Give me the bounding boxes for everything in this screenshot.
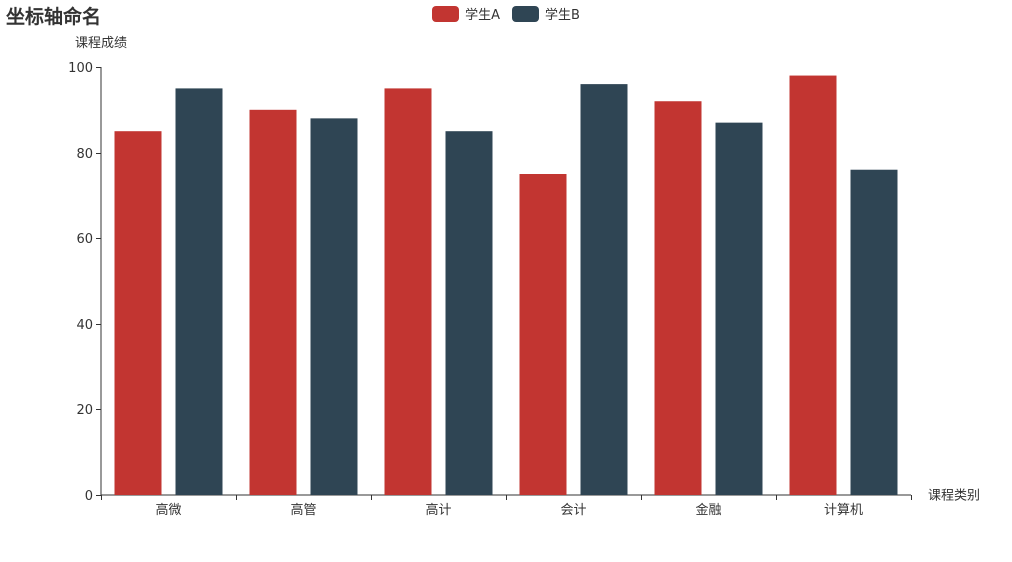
bar-series-b <box>715 122 763 495</box>
chart-title: 坐标轴命名 <box>6 6 102 28</box>
y-tick-label: 80 <box>76 147 93 162</box>
y-tick-label: 0 <box>85 489 93 504</box>
legend-swatch-series-a <box>432 5 460 22</box>
x-tick-label: 金融 <box>695 502 721 518</box>
bar-series-b <box>175 88 223 496</box>
bar-series-a <box>249 109 297 496</box>
bar-series-a <box>384 88 432 496</box>
y-tick-label: 20 <box>76 403 93 418</box>
bar-series-b <box>580 84 628 496</box>
legend-swatch-series-b <box>511 5 539 22</box>
bar-series-a <box>114 131 162 495</box>
x-tick-label: 会计 <box>560 503 586 518</box>
y-tick-label: 60 <box>76 232 93 247</box>
legend-label-series-b: 学生B <box>544 8 580 23</box>
y-tick-label: 100 <box>68 61 93 76</box>
bar-series-a <box>519 174 567 495</box>
y-axis-title: 课程成绩 <box>75 36 127 51</box>
bar-series-a <box>654 101 702 496</box>
legend-label-series-a: 学生A <box>465 8 500 23</box>
bar-series-b <box>310 118 358 496</box>
x-axis-title: 课程类别 <box>928 489 980 504</box>
bar-series-b <box>850 169 898 495</box>
bar-series-b <box>445 131 493 495</box>
x-tick-label: 高微 <box>155 502 181 518</box>
x-tick-label: 高计 <box>425 502 451 518</box>
bar-series-a <box>789 75 837 495</box>
legend: 学生A 学生B <box>0 4 1012 23</box>
legend-item-series-b[interactable]: 学生B <box>511 4 580 23</box>
x-tick-label: 高管 <box>290 502 316 518</box>
x-tick-label: 计算机 <box>824 503 863 518</box>
y-tick-label: 40 <box>76 318 93 333</box>
legend-item-series-a[interactable]: 学生A <box>432 4 500 23</box>
